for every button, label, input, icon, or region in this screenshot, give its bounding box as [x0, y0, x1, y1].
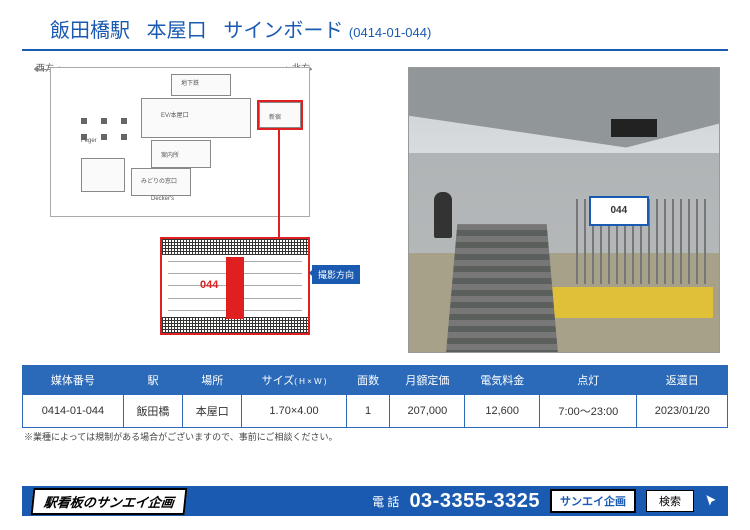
th-return: 返還日	[637, 366, 728, 395]
td-lighting: 7:00～23:00	[540, 395, 637, 428]
td-count: 1	[346, 395, 390, 428]
location-photo: 044	[408, 67, 720, 353]
page-title: 飯田橋駅 本屋口 サインボード (0414-01-044)	[22, 0, 728, 51]
td-place: 本屋口	[183, 395, 242, 428]
tel-label: 電 話	[372, 493, 399, 510]
th-electric: 電気料金	[465, 366, 540, 395]
detail-zoom-box: 044	[160, 237, 310, 335]
title-code: (0414-01-044)	[349, 25, 431, 40]
th-place: 場所	[183, 366, 242, 395]
search-button[interactable]: 検索	[646, 490, 694, 512]
info-table: 媒体番号 駅 場所 サイズ( H × W ) 面数 月額定価 電気料金 点灯 返…	[22, 365, 728, 428]
camera-direction-badge: 撮影方向	[312, 265, 360, 284]
footnote: ※業種によっては規制がある場合がございますので、事前にご相談ください。	[24, 430, 726, 443]
th-lighting: 点灯	[540, 366, 637, 395]
th-size: サイズ( H × W )	[242, 366, 346, 395]
td-media-no: 0414-01-044	[23, 395, 124, 428]
th-media-no: 媒体番号	[23, 366, 124, 395]
connector-line	[278, 129, 280, 239]
td-size: 1.70×4.00	[242, 395, 346, 428]
th-station: 駅	[123, 366, 182, 395]
td-station: 飯田橋	[123, 395, 182, 428]
footer-bar: 駅看板のサンエイ企画 電 話 03-3355-3325 サンエイ企画 検索	[22, 486, 728, 516]
photo-sign-marker: 044	[589, 196, 649, 226]
th-monthly: 月額定価	[390, 366, 465, 395]
sign-marker	[226, 257, 244, 319]
title-station: 飯田橋駅	[50, 20, 130, 42]
floorplan-column: 西方 北方 地下鉄 EV/本屋口 Feger 案内所 みどりの窓口 Decker…	[30, 67, 390, 353]
content-row: 西方 北方 地下鉄 EV/本屋口 Feger 案内所 みどりの窓口 Decker…	[0, 51, 750, 361]
td-return: 2023/01/20	[637, 395, 728, 428]
sign-number-label: 044	[200, 279, 218, 291]
td-electric: 12,600	[465, 395, 540, 428]
tel-number: 03-3355-3325	[409, 490, 540, 513]
title-type: サインボード	[223, 20, 343, 42]
table-row: 0414-01-044 飯田橋 本屋口 1.70×4.00 1 207,000 …	[23, 395, 728, 428]
title-location: 本屋口	[147, 20, 207, 42]
footer-brand: サンエイ企画	[550, 489, 636, 513]
td-monthly: 207,000	[390, 395, 465, 428]
footer-banner: 駅看板のサンエイ企画	[31, 488, 188, 515]
table-header-row: 媒体番号 駅 場所 サイズ( H × W ) 面数 月額定価 電気料金 点灯 返…	[23, 366, 728, 395]
th-count: 面数	[346, 366, 390, 395]
cursor-icon	[704, 494, 718, 508]
floorplan-diagram: 地下鉄 EV/本屋口 Feger 案内所 みどりの窓口 Decker's 新宿	[50, 67, 310, 217]
